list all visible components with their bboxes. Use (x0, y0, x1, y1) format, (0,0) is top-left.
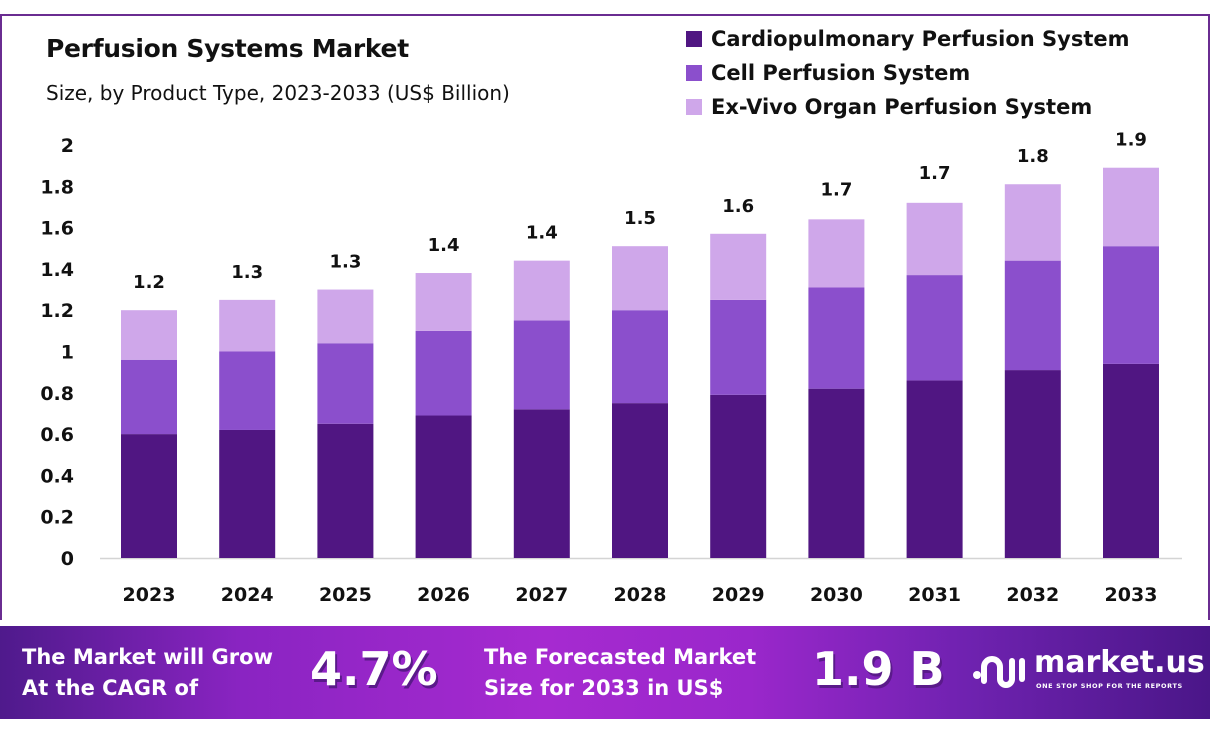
x-tick-label: 2024 (221, 584, 274, 606)
bar-segment-cardiopulmonary (612, 403, 668, 558)
y-tick-label: 1.8 (40, 176, 74, 198)
y-tick-label: 0 (61, 548, 74, 570)
bar-segment-cardiopulmonary (415, 415, 472, 558)
legend-label: Cardiopulmonary Perfusion System (711, 27, 1130, 51)
bar-segment-cardiopulmonary (1103, 363, 1159, 558)
bar-segment-cell (415, 330, 472, 416)
forecast-label: The Forecasted Market Size for 2033 in U… (484, 642, 756, 704)
bar-segment-ex-vivo (906, 202, 963, 276)
market-us-tagline: ONE STOP SHOP FOR THE REPORTS (1036, 682, 1183, 690)
bar-segment-ex-vivo (121, 310, 177, 360)
forecast-value: 1.9 B (812, 642, 945, 696)
legend-item-ex-vivo: Ex-Vivo Organ Perfusion System (686, 90, 1130, 124)
x-tick-label: 2027 (515, 584, 568, 606)
bar-segment-cell (121, 359, 177, 435)
legend-item-cardiopulmonary: Cardiopulmonary Perfusion System (686, 22, 1130, 56)
y-tick-label: 0.4 (40, 465, 74, 487)
y-tick-label: 2 (61, 135, 74, 157)
cagr-label: The Market will Grow At the CAGR of (22, 642, 273, 704)
chart-title: Perfusion Systems Market (46, 34, 409, 63)
x-tick-label: 2023 (123, 584, 176, 606)
x-tick-label: 2025 (319, 584, 372, 606)
stacked-bar-chart: 0 0.2 0.4 0.6 0.8 1 1.2 1.4 1.6 1.8 2 1.2 2023 1.3 202… (40, 130, 1182, 606)
bar-total-label: 1.7 (919, 163, 951, 184)
y-tick-label: 0.6 (40, 424, 74, 446)
bar-segment-cardiopulmonary (710, 394, 767, 558)
bar-segment-ex-vivo (612, 246, 668, 311)
bar-segment-cardiopulmonary (906, 380, 963, 558)
y-tick-label: 1.2 (40, 300, 74, 322)
y-tick-label: 0.8 (40, 383, 74, 405)
cagr-label-line2: At the CAGR of (22, 676, 199, 700)
bar-segment-cell (612, 310, 668, 404)
x-tick-label: 2030 (810, 584, 863, 606)
bar-segment-cardiopulmonary (808, 388, 865, 558)
bar-segment-ex-vivo (710, 233, 767, 300)
legend-swatch-ex-vivo (686, 99, 702, 115)
bar-segment-cardiopulmonary (121, 434, 177, 558)
y-tick-label: 1.6 (40, 218, 74, 240)
market-us-logo-text: market.us (1034, 645, 1205, 680)
y-tick-label: 1 (61, 342, 74, 364)
bar-total-label: 1.9 (1115, 130, 1147, 151)
summary-banner (0, 626, 1210, 719)
bar-total-label: 1.8 (1017, 146, 1049, 167)
bar-segment-ex-vivo (513, 260, 570, 321)
y-tick-label: 1.4 (40, 259, 74, 281)
bar-segment-cell (710, 299, 767, 395)
bar-segment-ex-vivo (317, 289, 374, 344)
bar-total-label: 1.2 (133, 272, 165, 293)
x-tick-label: 2029 (712, 584, 765, 606)
legend-label: Cell Perfusion System (711, 61, 971, 85)
bar-segment-cell (317, 343, 374, 424)
bar-segment-cardiopulmonary (317, 423, 374, 558)
bar-segment-cell (219, 351, 276, 430)
bar-segment-cell (513, 320, 570, 410)
x-tick-label: 2031 (908, 584, 961, 606)
bar-segment-cardiopulmonary (1004, 370, 1061, 558)
bar-total-label: 1.4 (428, 235, 460, 256)
bar-total-label: 1.7 (820, 179, 852, 200)
bar-total-label: 1.3 (329, 252, 361, 273)
bar-total-label: 1.3 (231, 262, 263, 283)
legend: Cardiopulmonary Perfusion System Cell Pe… (686, 22, 1130, 124)
bar-total-label: 1.4 (526, 223, 558, 244)
legend-item-cell: Cell Perfusion System (686, 56, 1130, 90)
x-tick-label: 2028 (614, 584, 667, 606)
bar-segment-ex-vivo (1004, 184, 1061, 261)
bar-segment-cell (808, 287, 865, 389)
bar-segment-cardiopulmonary (219, 429, 276, 558)
bar-segment-cell (906, 275, 963, 381)
x-tick-label: 2032 (1006, 584, 1059, 606)
cagr-value: 4.7% (310, 642, 438, 696)
legend-label: Ex-Vivo Organ Perfusion System (711, 95, 1093, 119)
cagr-label-line1: The Market will Grow (22, 645, 273, 669)
legend-swatch-cell (686, 65, 702, 81)
bar-segment-ex-vivo (1103, 167, 1159, 247)
bar-segment-ex-vivo (808, 219, 865, 288)
bar-segment-ex-vivo (415, 273, 472, 331)
legend-swatch-cardiopulmonary (686, 31, 702, 47)
bar-segment-ex-vivo (219, 299, 276, 352)
market-us-logo-icon (973, 656, 1025, 688)
x-tick-label: 2033 (1105, 584, 1158, 606)
bar-segment-cardiopulmonary (513, 409, 570, 558)
y-tick-label: 0.2 (40, 507, 74, 529)
x-tick-label: 2026 (417, 584, 470, 606)
bar-total-label: 1.5 (624, 208, 656, 229)
chart-subtitle: Size, by Product Type, 2023-2033 (US$ Bi… (46, 81, 510, 105)
forecast-label-line2: Size for 2033 in US$ (484, 676, 724, 700)
forecast-label-line1: The Forecasted Market (484, 645, 757, 669)
bar-segment-cell (1004, 260, 1061, 371)
bar-segment-cell (1103, 246, 1159, 364)
bar-total-label: 1.6 (722, 196, 754, 217)
